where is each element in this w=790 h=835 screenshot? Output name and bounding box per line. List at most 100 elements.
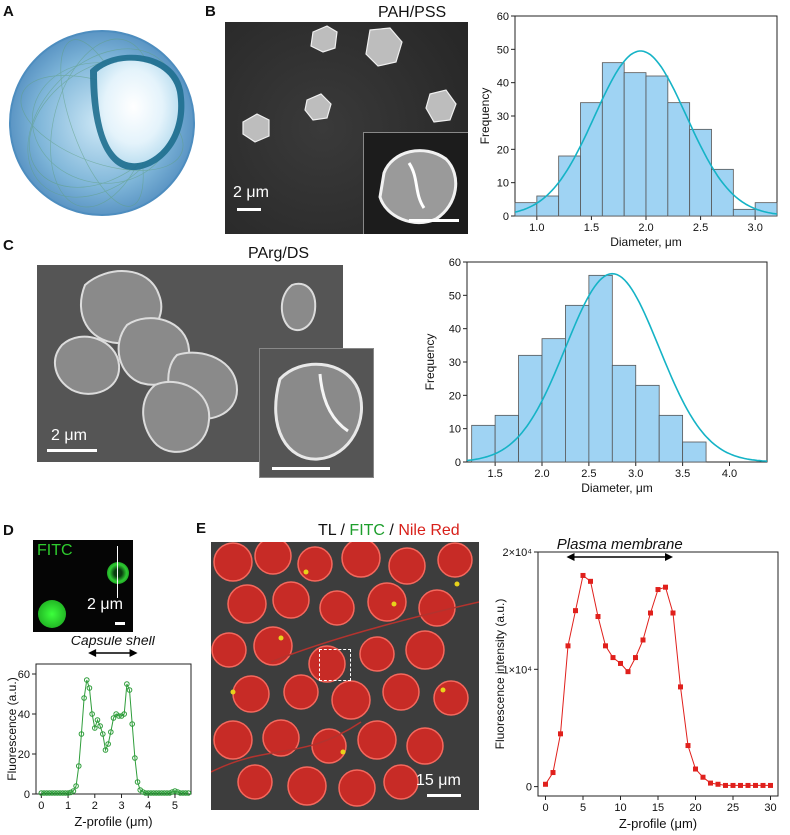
- data-point: [148, 790, 154, 796]
- hist_B-ytick-label: 20: [497, 144, 509, 156]
- fitc-spot: [303, 569, 309, 575]
- histogram-bar: [732, 208, 756, 217]
- profile-line: [545, 574, 771, 786]
- data-point: [108, 729, 114, 735]
- data-point: [89, 711, 95, 717]
- data-point: [91, 725, 98, 731]
- data-point: [142, 790, 149, 796]
- histogram-c: 1.5 2.0 2.5 3.0 3.5 4.0 0 10 20 30 40 50 60 Diameter,…: [423, 257, 768, 495]
- data-point: [738, 782, 743, 788]
- fitc-spot: [340, 749, 346, 755]
- data-point: [565, 643, 571, 649]
- profile_E-xtick-label: 25: [727, 802, 739, 814]
- red-cell: [418, 589, 456, 627]
- red-cell: [367, 582, 407, 622]
- data-point: [663, 584, 668, 590]
- data-point: [172, 788, 178, 794]
- histogram-bar: [611, 364, 637, 463]
- fitc-capsule-blob: [38, 600, 66, 628]
- data-point: [94, 717, 101, 723]
- data-point: [177, 790, 184, 796]
- hist_B-xtick-label: 3.0: [748, 222, 763, 234]
- data-point: [105, 741, 111, 747]
- data-point: [67, 789, 74, 796]
- red-cell: [227, 584, 267, 624]
- red-cell: [287, 766, 327, 806]
- data-point: [700, 774, 706, 780]
- fitc-spot: [454, 581, 460, 587]
- data-point: [603, 643, 608, 649]
- data-point: [723, 782, 728, 788]
- data-point: [730, 782, 736, 788]
- data-point: [573, 608, 578, 614]
- sem-inset-pah-pss: [363, 132, 468, 234]
- red-cell: [382, 673, 420, 711]
- annotation-label: Capsule shell: [71, 636, 156, 648]
- data-point: [655, 587, 661, 593]
- panel-label-c: C: [3, 237, 14, 254]
- capsule-illustration: [9, 30, 195, 216]
- red-cell: [437, 542, 473, 578]
- data-point: [153, 790, 160, 796]
- scale-bar-c: [47, 449, 97, 452]
- channel-nile-red: Nile Red: [398, 522, 460, 539]
- inset-scale-bar-b: [409, 219, 459, 222]
- red-cell: [357, 720, 397, 760]
- red-cell: [254, 542, 292, 575]
- profile_D-ytick-label: 40: [18, 709, 30, 721]
- data-point: [693, 766, 698, 772]
- data-point: [126, 687, 133, 693]
- fitc-spot: [391, 601, 397, 607]
- red-cell: [262, 719, 300, 757]
- data-point: [46, 790, 53, 796]
- sem-capsules-drawing: [242, 25, 457, 143]
- profile-chart-e: 0 5 10 15 20 25 30 0 1×10⁴ 2×10⁴ Z-profile (μm) Flu…: [493, 536, 779, 831]
- data-point: [580, 572, 586, 578]
- hist_B-xtick-label: 2.5: [693, 222, 708, 234]
- data-point: [715, 781, 721, 787]
- hist_C-xtick-label: 2.5: [581, 468, 596, 480]
- data-point: [640, 637, 646, 643]
- confocal-image: 15 μm: [211, 542, 479, 810]
- channel-tl: TL: [318, 522, 337, 539]
- profile-chart-d: 0 1 2 3 4 5 0 20 40 60 Z-profile (μm) Fluorescence …: [5, 636, 192, 829]
- roi-box: [319, 649, 351, 681]
- fitc-spot: [278, 635, 284, 641]
- red-cell: [211, 632, 247, 668]
- profile_E-ytick-label: 0: [526, 782, 532, 794]
- profile-line: [117, 546, 118, 598]
- histogram-bar: [494, 414, 519, 463]
- histogram-bar: [623, 72, 647, 217]
- data-point: [618, 660, 623, 666]
- fitc-spot: [230, 689, 236, 695]
- hist_C-ytick-label: 60: [449, 257, 461, 269]
- data-point: [70, 788, 77, 794]
- inset-scale-bar-c: [272, 467, 330, 470]
- data-point: [150, 790, 157, 796]
- annotation-arrowhead-right: [665, 553, 673, 561]
- red-cell: [433, 680, 469, 716]
- hist_C-xtick-label: 3.5: [675, 468, 690, 480]
- y-axis-label: Fluorescence intensity (a.u.): [493, 599, 507, 750]
- hist_B-xtick-label: 2.0: [638, 222, 653, 234]
- hist_C-xtick-label: 1.5: [487, 468, 502, 480]
- profile_D-xtick-label: 1: [65, 800, 71, 812]
- data-point: [38, 790, 45, 796]
- profile_E-xtick-label: 0: [542, 802, 548, 814]
- data-point: [708, 780, 713, 786]
- hist_C-ytick-label: 20: [449, 390, 461, 402]
- red-cell: [359, 636, 395, 672]
- annotation-arrowhead-right: [129, 649, 138, 657]
- x-axis-label: Diameter, μm: [610, 235, 682, 249]
- hist_B-xtick-label: 1.0: [529, 222, 544, 234]
- profile_D-xtick-label: 5: [172, 800, 178, 812]
- hist_B-ytick-label: 30: [497, 111, 509, 123]
- sem-inset-parg-ds: [259, 348, 374, 478]
- red-cell: [308, 645, 346, 683]
- hist_C-xtick-label: 4.0: [722, 468, 737, 480]
- hist_B-ytick-label: 50: [497, 44, 509, 56]
- data-point: [41, 790, 47, 796]
- red-cell: [232, 675, 270, 713]
- data-point: [129, 721, 136, 727]
- data-point: [110, 715, 117, 721]
